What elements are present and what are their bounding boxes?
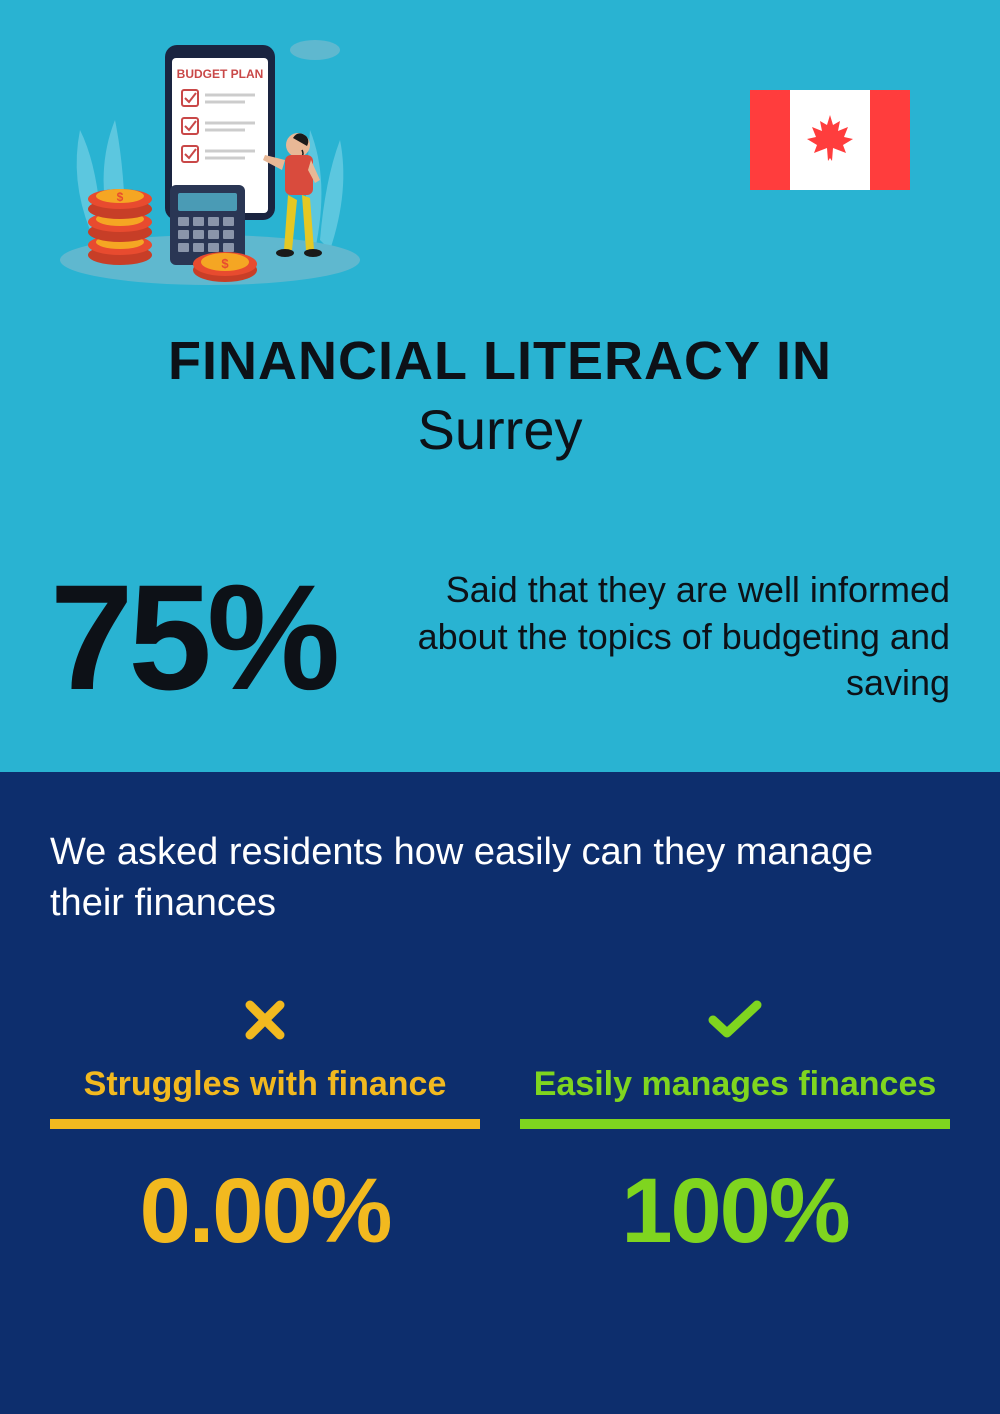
- budget-plan-illustration: BUDGET PLAN: [50, 30, 370, 290]
- title-area: FINANCIAL LITERACY IN Surrey: [50, 330, 950, 462]
- budget-label: BUDGET PLAN: [177, 67, 264, 81]
- infographic-page: BUDGET PLAN: [0, 0, 1000, 1414]
- cross-icon: [50, 990, 480, 1050]
- check-icon: [520, 990, 950, 1050]
- canada-flag: [750, 90, 910, 190]
- svg-text:$: $: [221, 256, 229, 271]
- top-section: BUDGET PLAN: [0, 0, 1000, 772]
- main-stat-description: Said that they are well informed about t…: [365, 567, 950, 707]
- comparison-manages: Easily manages finances 100%: [520, 990, 950, 1264]
- flag-white-center: [790, 90, 870, 190]
- svg-text:$: $: [117, 190, 124, 204]
- struggles-bar: [50, 1119, 480, 1129]
- struggles-label: Struggles with finance: [50, 1065, 480, 1104]
- manages-value: 100%: [520, 1159, 950, 1264]
- question-text: We asked residents how easily can they m…: [50, 827, 950, 930]
- illustration-area: BUDGET PLAN: [50, 30, 950, 290]
- title-line-1: FINANCIAL LITERACY IN: [50, 330, 950, 392]
- manages-label: Easily manages finances: [520, 1065, 950, 1104]
- flag-red-stripe-right: [870, 90, 910, 190]
- manages-bar: [520, 1119, 950, 1129]
- comparison-struggles: Struggles with finance 0.00%: [50, 990, 480, 1264]
- flag-red-stripe-left: [750, 90, 790, 190]
- title-line-2: Surrey: [50, 397, 950, 462]
- bottom-section: We asked residents how easily can they m…: [0, 772, 1000, 1414]
- main-stat-value: 75%: [50, 562, 335, 712]
- main-stat-row: 75% Said that they are well informed abo…: [50, 562, 950, 712]
- maple-leaf-icon: [805, 113, 855, 168]
- comparison-row: Struggles with finance 0.00% Easily mana…: [50, 990, 950, 1264]
- struggles-value: 0.00%: [50, 1159, 480, 1264]
